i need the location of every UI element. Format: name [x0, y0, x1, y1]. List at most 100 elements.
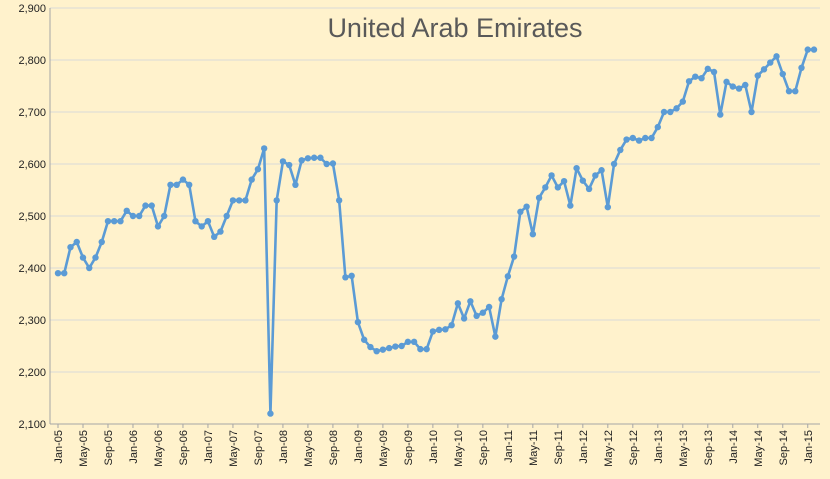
data-point: [573, 164, 580, 172]
x-tick-label: Sep-10: [478, 430, 490, 465]
data-point: [129, 212, 137, 220]
data-point: [304, 155, 312, 162]
data-point: [117, 218, 124, 225]
data-point: [760, 66, 768, 73]
data-point: [142, 202, 149, 209]
data-point: [217, 228, 224, 235]
data-point: [104, 218, 112, 225]
x-tick-label: May-08: [303, 430, 315, 467]
data-point: [348, 272, 355, 279]
data-point: [417, 345, 424, 353]
x-tick-label: Jan-06: [128, 430, 140, 464]
data-point: [654, 123, 661, 131]
data-point: [248, 176, 255, 183]
data-point: [479, 309, 487, 316]
data-point: [273, 197, 280, 204]
data-point: [73, 238, 80, 246]
data-point: [167, 181, 174, 188]
data-point: [567, 202, 574, 209]
data-point: [610, 160, 618, 168]
x-tick-label: Jan-07: [203, 430, 215, 464]
data-point: [423, 345, 430, 353]
y-tick-label: 2,300: [18, 315, 46, 327]
data-point: [192, 218, 199, 225]
x-tick-label: May-09: [378, 430, 390, 467]
data-point: [792, 88, 799, 95]
x-tick-label: Sep-13: [703, 430, 715, 465]
x-tick-label: Sep-09: [403, 430, 415, 465]
data-point: [323, 160, 330, 168]
x-tick-label: Sep-12: [628, 430, 640, 465]
data-point: [542, 184, 549, 191]
data-point: [285, 161, 293, 169]
data-point: [54, 270, 62, 277]
data-point: [442, 326, 449, 333]
data-point: [810, 46, 818, 53]
x-tick-label: Sep-06: [178, 430, 190, 465]
data-point: [604, 203, 612, 211]
data-point: [698, 75, 705, 82]
data-point: [467, 298, 474, 305]
x-tick-label: Jan-14: [728, 430, 740, 464]
y-tick-label: 2,200: [18, 367, 46, 379]
data-point: [648, 134, 655, 142]
data-point: [267, 410, 274, 417]
data-point: [154, 223, 162, 230]
data-point: [779, 70, 786, 78]
data-point: [579, 177, 587, 184]
data-point: [367, 343, 374, 351]
data-point: [329, 160, 337, 167]
data-point: [229, 197, 237, 204]
data-point: [617, 146, 624, 154]
data-point: [660, 108, 668, 116]
x-tick-label: Jan-12: [578, 430, 590, 464]
data-point: [679, 98, 686, 105]
x-tick-label: Sep-05: [103, 430, 115, 465]
y-tick-label: 2,600: [18, 159, 46, 171]
x-tick-label: Jan-08: [278, 430, 290, 464]
x-tick-label: Sep-14: [778, 430, 790, 465]
series-line: [56, 48, 816, 415]
axes: [49, 8, 820, 428]
series-oil-production: [54, 46, 818, 417]
y-tick-label: 2,900: [18, 3, 46, 15]
x-tick-label: May-06: [153, 430, 165, 467]
data-point: [86, 264, 93, 272]
data-point: [804, 46, 811, 53]
x-tick-label: Jan-15: [803, 430, 815, 464]
data-point: [667, 108, 674, 116]
y-tick-label: 2,400: [18, 263, 46, 275]
data-point: [735, 85, 743, 92]
x-tick-label: May-07: [228, 430, 240, 467]
data-point: [460, 315, 468, 322]
data-point: [454, 300, 462, 307]
data-point: [354, 318, 362, 326]
data-point: [473, 312, 480, 320]
data-point: [554, 184, 562, 191]
data-point: [79, 254, 87, 261]
data-point: [385, 344, 393, 352]
data-point: [435, 326, 443, 334]
data-point: [504, 273, 512, 280]
data-point: [773, 53, 780, 60]
y-tick-label: 2,700: [18, 107, 46, 119]
data-point: [742, 81, 749, 89]
data-point: [498, 296, 505, 303]
data-point: [448, 322, 455, 329]
x-tick-label: May-11: [528, 430, 540, 466]
x-tick-label: May-05: [78, 430, 90, 467]
data-point: [748, 108, 755, 116]
data-point: [754, 72, 761, 79]
x-tick-label: Jan-11: [503, 430, 515, 463]
data-point: [392, 343, 399, 350]
data-point: [317, 154, 324, 161]
data-point: [598, 167, 605, 174]
data-point: [373, 348, 380, 355]
data-point: [98, 238, 105, 246]
data-point: [198, 223, 205, 230]
data-point: [529, 231, 537, 238]
data-point: [585, 185, 593, 193]
data-point: [379, 346, 387, 353]
data-point: [92, 254, 99, 261]
